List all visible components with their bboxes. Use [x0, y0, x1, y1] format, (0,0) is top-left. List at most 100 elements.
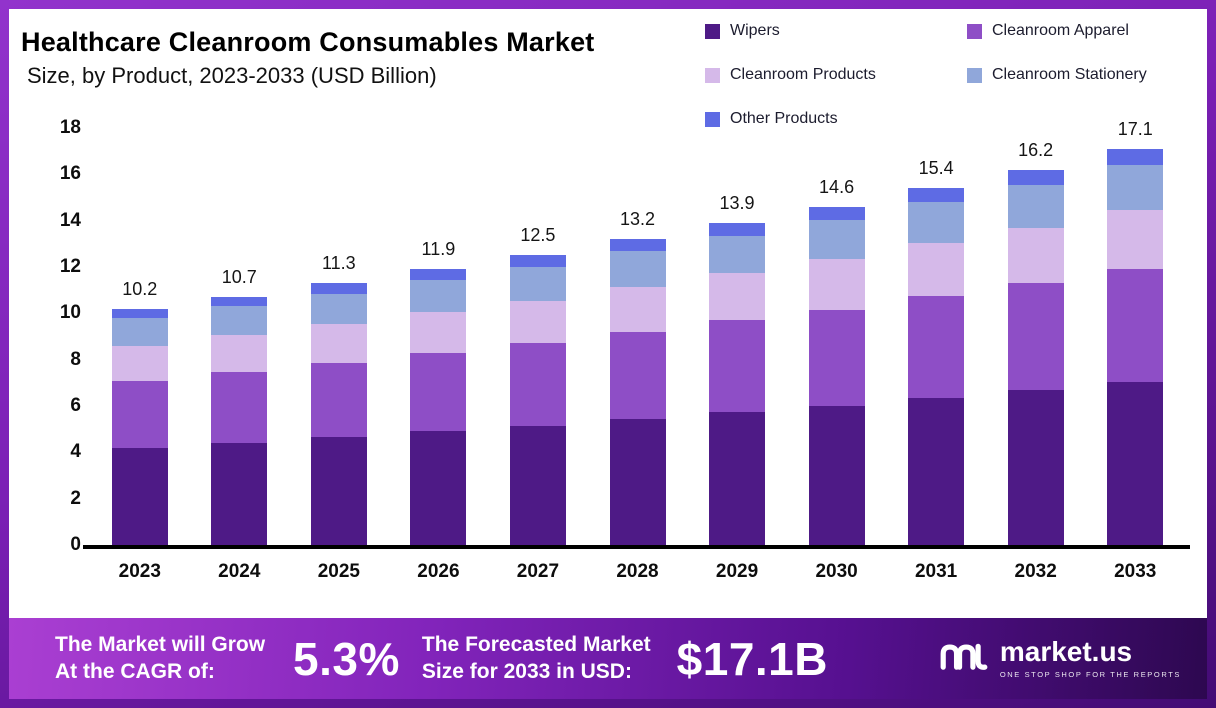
bar-segment-cleanroom-apparel [1107, 269, 1164, 382]
bar-segment-cleanroom-products [211, 335, 268, 373]
bar-segment-cleanroom-stationery [310, 293, 367, 324]
bar-segment-other-products [410, 269, 467, 280]
brand-tagline: ONE STOP SHOP FOR THE REPORTS [999, 670, 1181, 679]
bar-segment-cleanroom-stationery [410, 279, 467, 313]
x-axis-label: 2030 [815, 561, 858, 582]
bar-segment-cleanroom-products [609, 286, 666, 332]
x-axis-label: 2031 [914, 561, 958, 582]
bar-segment-cleanroom-products [310, 323, 367, 364]
legend-label: Cleanroom Apparel [992, 22, 1129, 39]
legend-swatch [705, 67, 720, 83]
footer-banner: The Market will Grow At the CAGR of: 5.3… [9, 618, 1207, 699]
bar-2027 [509, 255, 566, 545]
x-axis-label: 2025 [317, 561, 360, 582]
x-axis-label: 2024 [218, 561, 261, 582]
bar-2023 [111, 308, 168, 545]
y-axis-label: 18 [59, 117, 81, 138]
x-axis-label: 2028 [616, 561, 659, 582]
bar-2029 [709, 223, 766, 545]
bar-segment-cleanroom-apparel [509, 343, 566, 426]
bar-segment-wipers [609, 418, 666, 545]
marketus-logo-icon [938, 638, 990, 679]
legend-swatch [967, 23, 982, 39]
bar-total-label: 14.6 [819, 176, 855, 197]
bar-segment-cleanroom-stationery [1007, 184, 1064, 228]
bar-segment-wipers [908, 397, 965, 545]
x-axis-label: 2033 [1114, 561, 1157, 582]
brand-text: market.us ONE STOP SHOP FOR THE REPORTS [999, 636, 1181, 680]
y-axis-label: 10 [59, 302, 81, 324]
bar-segment-cleanroom-apparel [609, 331, 666, 419]
bar-segment-cleanroom-products [410, 312, 467, 353]
bar-segment-wipers [111, 447, 168, 545]
y-axis-label: 14 [59, 209, 81, 231]
bar-segment-wipers [211, 443, 268, 545]
legend-swatch [967, 67, 982, 83]
legend-swatch [705, 111, 720, 127]
bar-segment-cleanroom-products [808, 258, 865, 310]
bar-segment-cleanroom-apparel [410, 352, 467, 432]
legend-label: Wipers [730, 22, 780, 39]
legend-item-wipers: Wipers [705, 19, 967, 43]
forecast-label-line2: Size for 2033 in USD: [421, 659, 632, 683]
y-axis-label: 0 [70, 534, 81, 555]
y-axis-label: 4 [70, 441, 81, 463]
bar-segment-other-products [310, 283, 367, 294]
bar-segment-cleanroom-products [509, 300, 566, 344]
y-axis-label: 12 [59, 256, 81, 277]
bar-2033 [1107, 148, 1164, 545]
bar-segment-other-products [709, 223, 766, 236]
bar-segment-cleanroom-apparel [211, 372, 268, 444]
legend-label: Cleanroom Products [730, 66, 876, 83]
bar-2030 [808, 206, 865, 545]
bar-segment-cleanroom-apparel [908, 295, 965, 398]
bar-segment-wipers [709, 411, 766, 545]
bar-segment-cleanroom-stationery [509, 267, 566, 301]
bar-total-label: 15.4 [918, 158, 954, 179]
bar-total-label: 11.3 [321, 253, 356, 274]
legend: Wipers Cleanroom Apparel Cleanroom Product… [705, 19, 1147, 131]
bar-segment-wipers [1107, 381, 1164, 545]
bar-segment-cleanroom-apparel [111, 380, 168, 448]
bar-segment-cleanroom-apparel [310, 363, 367, 438]
bar-segment-wipers [410, 431, 467, 545]
bar-segment-cleanroom-apparel [1007, 283, 1064, 390]
cagr-label-line1: The Market will Grow [55, 633, 266, 657]
cagr-label: The Market will Grow At the CAGR of: [55, 632, 265, 685]
bar-total-label: 13.9 [719, 192, 755, 213]
bar-segment-other-products [808, 206, 865, 220]
x-axis-label: 2026 [417, 561, 460, 582]
y-axis-label: 6 [70, 395, 81, 416]
bar-segment-other-products [211, 297, 268, 307]
legend-item-cleanroom-products: Cleanroom Products [705, 63, 967, 87]
bar-segment-wipers [808, 406, 865, 545]
bar-total-label: 17.1 [1117, 118, 1153, 139]
bar-total-label: 10.2 [122, 278, 158, 299]
bar-segment-cleanroom-stationery [609, 250, 666, 287]
forecast-label-line1: The Forecasted Market [421, 633, 651, 657]
bar-segment-cleanroom-apparel [709, 320, 766, 412]
bar-segment-cleanroom-apparel [808, 309, 865, 406]
x-axis-line [83, 545, 1190, 549]
y-axis-label: 2 [70, 487, 81, 509]
bar-segment-other-products [908, 188, 965, 203]
forecast-label: The Forecasted Market Size for 2033 in U… [422, 632, 651, 685]
cagr-label-line2: At the CAGR of: [55, 659, 215, 683]
bar-segment-cleanroom-stationery [211, 306, 268, 336]
legend-item-cleanroom-stationery: Cleanroom Stationery [967, 63, 1147, 87]
bar-segment-other-products [111, 308, 168, 318]
bar-2031 [908, 188, 965, 545]
legend-swatch [705, 23, 720, 39]
brand-name: market.us [999, 636, 1133, 667]
bar-segment-cleanroom-stationery [808, 219, 865, 259]
marketus-brand: market.us ONE STOP SHOP FOR THE REPORTS [938, 638, 1181, 679]
legend-label: Other Products [730, 110, 838, 127]
bar-segment-cleanroom-products [709, 272, 766, 321]
bar-segment-cleanroom-stationery [908, 202, 965, 243]
forecast-value: $17.1B [676, 632, 828, 685]
legend-label: Cleanroom Stationery [992, 66, 1147, 83]
bar-2025 [310, 283, 367, 545]
bar-segment-wipers [509, 425, 566, 545]
plot-area: 10.2 2023 10.7 2024 11.3 2025 11.9 2026 12.5 2027… [90, 119, 1185, 582]
